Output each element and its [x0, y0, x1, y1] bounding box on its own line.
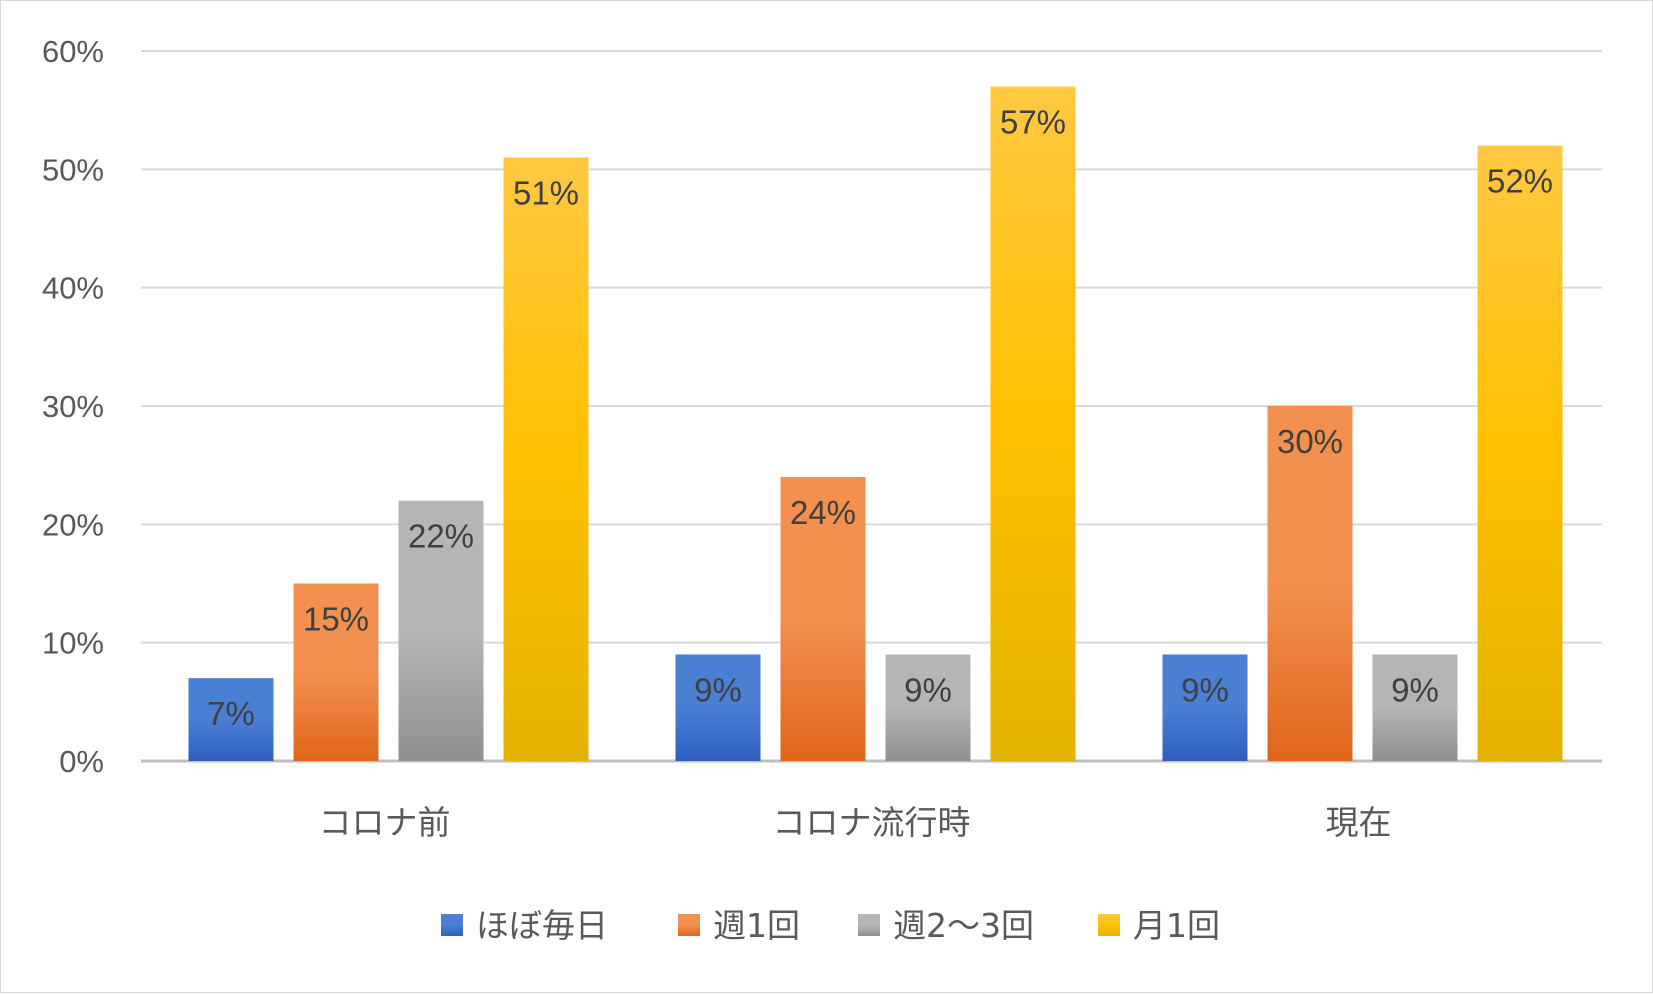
- data-label: 9%: [694, 672, 742, 709]
- legend-label: ほぼ毎日: [476, 906, 608, 945]
- data-label: 9%: [904, 672, 952, 709]
- bar: [675, 654, 761, 761]
- legend-swatch: [1098, 914, 1120, 936]
- bar: [293, 583, 379, 761]
- bar: [188, 678, 274, 761]
- gridlines: [141, 50, 1602, 763]
- bars: 7% 15% 22% 51% 9% 24% 9% 57% 9% 30% 9% 52%: [188, 86, 1563, 761]
- bar: [885, 654, 971, 761]
- data-label: 51%: [513, 175, 579, 212]
- legend-label: 週2～3回: [893, 906, 1034, 945]
- bar: [398, 500, 484, 761]
- bar: [780, 477, 866, 761]
- y-tick-label: 40%: [42, 271, 104, 306]
- legend-swatch: [678, 914, 700, 936]
- data-label: 7%: [207, 695, 255, 732]
- x-category-label: 現在: [1326, 803, 1392, 842]
- data-label: 24%: [790, 494, 856, 531]
- bar: [1477, 145, 1563, 761]
- data-label: 52%: [1487, 163, 1553, 200]
- y-tick-label: 0%: [59, 744, 104, 779]
- x-category-label: コロナ流行時: [773, 803, 971, 842]
- bar: [1372, 654, 1458, 761]
- y-axis-ticks: 0% 10% 20% 30% 40% 50% 60%: [42, 34, 104, 779]
- data-label: 30%: [1277, 423, 1343, 460]
- data-label: 9%: [1181, 672, 1229, 709]
- data-label: 9%: [1391, 672, 1439, 709]
- bar: [1267, 406, 1353, 761]
- x-axis-categories: コロナ前 コロナ流行時 現在: [319, 803, 1392, 842]
- legend-label: 週1回: [713, 906, 800, 945]
- data-label: 15%: [303, 601, 369, 638]
- legend: ほぼ毎日 週1回 週2～3回 月1回: [441, 906, 1220, 945]
- bar: [1162, 654, 1248, 761]
- y-tick-label: 20%: [42, 507, 104, 542]
- x-category-label: コロナ前: [319, 803, 451, 842]
- y-tick-label: 30%: [42, 389, 104, 424]
- bar: [503, 157, 589, 761]
- y-tick-label: 60%: [42, 34, 104, 69]
- data-label: 22%: [408, 518, 474, 555]
- bar: [990, 86, 1076, 761]
- y-tick-label: 50%: [42, 152, 104, 187]
- legend-swatch: [858, 914, 880, 936]
- y-tick-label: 10%: [42, 626, 104, 661]
- legend-label: 月1回: [1133, 906, 1220, 945]
- legend-swatch: [441, 914, 463, 936]
- data-label: 57%: [1000, 104, 1066, 141]
